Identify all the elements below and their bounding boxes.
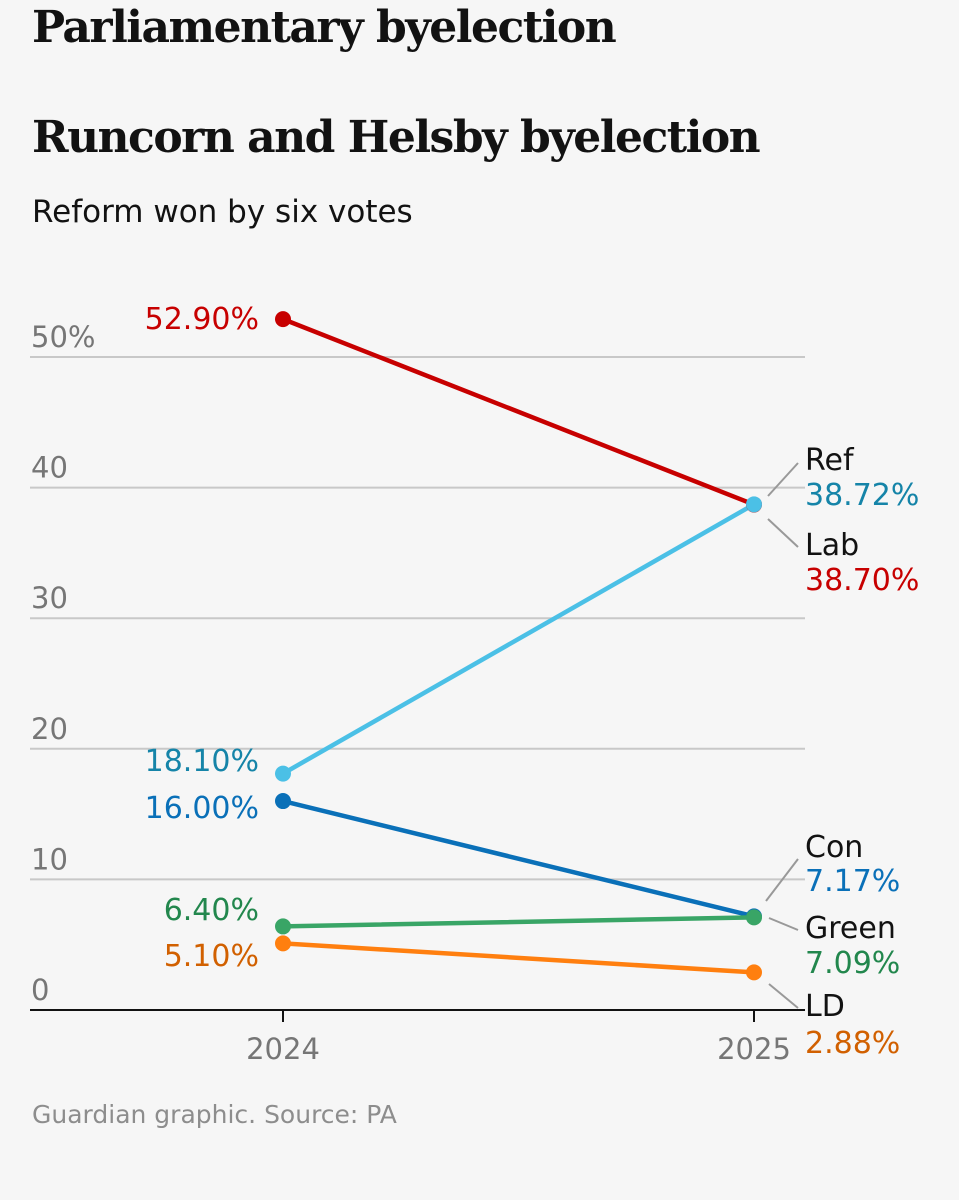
data-point-green xyxy=(746,909,762,926)
value-label-2024-con: 16.00% xyxy=(145,791,259,826)
value-label-2024-ref: 18.10% xyxy=(145,744,259,779)
value-label-2024-lab: 52.90% xyxy=(145,302,259,337)
party-name-con: Con xyxy=(805,830,863,865)
series-line-ref xyxy=(280,502,757,776)
chart-title: Runcorn and Helsby byelection xyxy=(32,112,761,163)
x-axis: 2024 2025 xyxy=(30,1009,805,1066)
leader-line-con xyxy=(765,858,799,902)
value-label-2024-ld: 5.10% xyxy=(164,939,259,974)
chart-subtitle: Reform won by six votes xyxy=(32,194,413,230)
y-tick-label: 30 xyxy=(31,581,68,615)
data-point-green xyxy=(275,918,291,935)
value-label-2024-green: 6.40% xyxy=(164,893,259,928)
x-tick-label: 2025 xyxy=(717,1032,791,1066)
series-line-ld xyxy=(280,941,757,975)
x-tick-label: 2024 xyxy=(246,1032,320,1066)
series-line-green xyxy=(280,915,757,929)
label-leader-lines xyxy=(765,462,799,1009)
leader-line-ref xyxy=(767,462,799,497)
y-tick-label: 10 xyxy=(31,842,68,876)
y-axis-ticks: 0 10 20 30 40 50% xyxy=(31,320,95,1007)
value-label-2025-ld: 2.88% xyxy=(805,1026,900,1061)
party-name-ref: Ref xyxy=(805,443,855,478)
data-point-ref xyxy=(275,765,291,782)
data-point-lab xyxy=(275,311,291,328)
party-name-lab: Lab xyxy=(805,528,859,563)
data-point-ref xyxy=(746,496,762,513)
y-tick-label: 20 xyxy=(31,712,68,746)
party-name-green: Green xyxy=(805,911,896,946)
series-line-con xyxy=(280,798,757,919)
value-label-2025-con: 7.17% xyxy=(805,864,900,899)
y-tick-label: 0 xyxy=(31,973,49,1007)
value-label-2025-green: 7.09% xyxy=(805,946,900,981)
party-name-ld: LD xyxy=(805,989,845,1024)
y-tick-label: 50% xyxy=(31,320,95,354)
header-title: Parliamentary byelection xyxy=(32,2,617,53)
data-point-ld xyxy=(746,964,762,981)
value-label-2025-ref: 38.72% xyxy=(805,478,919,513)
leader-line-ld xyxy=(768,983,799,1009)
grid-lines xyxy=(30,356,805,881)
y-tick-label: 40 xyxy=(31,451,68,485)
leader-line-lab xyxy=(767,518,799,548)
series-line-lab xyxy=(280,316,757,507)
data-point-ld xyxy=(275,935,291,952)
series-lines xyxy=(275,311,762,981)
source-note: Guardian graphic. Source: PA xyxy=(32,1100,397,1129)
leader-line-green xyxy=(768,917,799,931)
value-label-2025-lab: 38.70% xyxy=(805,563,919,598)
data-point-con xyxy=(275,793,291,810)
